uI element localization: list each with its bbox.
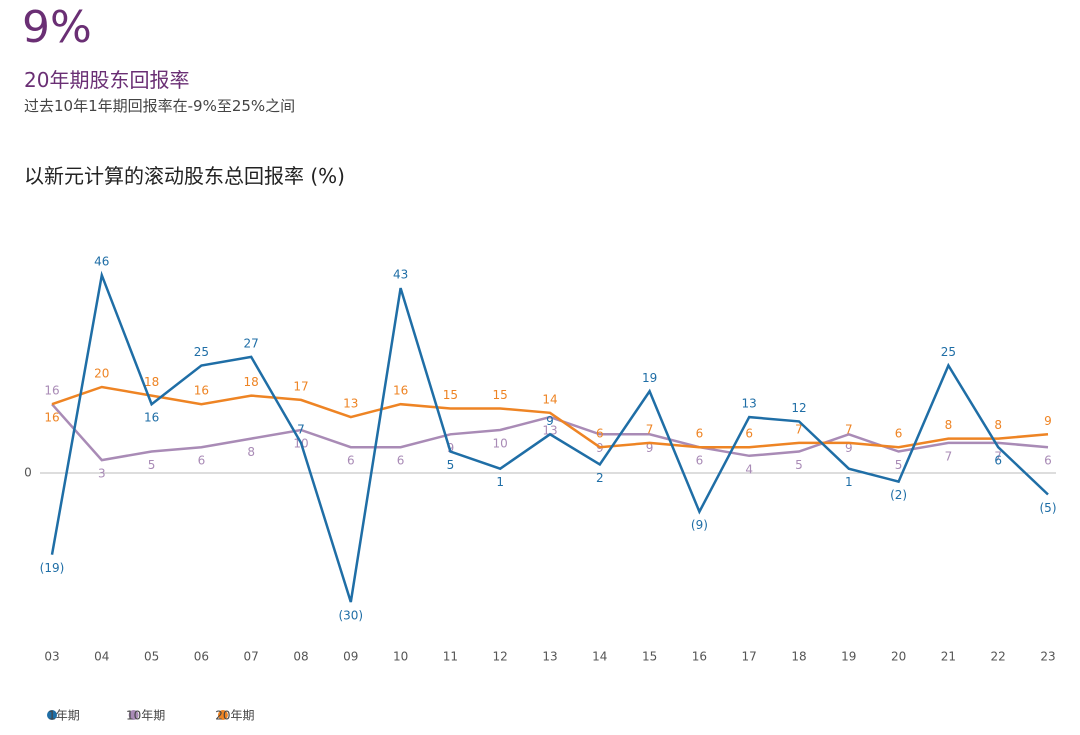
x-tick-label: 20 [891,650,906,664]
x-tick-label: 16 [692,650,707,664]
data-label: 7 [297,422,305,436]
data-label: 9 [546,414,554,428]
data-label: 10 [493,437,508,451]
legend-marker [217,710,228,720]
data-label: 20 [94,367,109,381]
data-label: 5 [795,458,803,472]
series-line [50,270,1049,603]
data-label: 6 [397,454,405,468]
data-label: 16 [144,411,159,425]
data-label: 15 [493,388,508,402]
data-label: 9 [1044,414,1052,428]
data-label: 6 [745,427,753,441]
data-label: (2) [890,488,907,502]
data-label: 9 [646,441,654,455]
x-tick-label: 22 [991,650,1006,664]
data-label: 2 [596,471,604,485]
data-label: 6 [696,427,704,441]
x-tick-label: 06 [194,650,209,664]
data-label: 6 [696,454,704,468]
data-label: 15 [443,388,458,402]
x-tick-label: 19 [841,650,856,664]
note: 过去10年1年期回报率在-9%至25%之间 [24,97,296,115]
data-label: 6 [895,427,903,441]
data-label: 13 [742,397,757,411]
data-label: 13 [343,397,358,411]
data-label: 6 [596,427,604,441]
data-label: 17 [293,379,308,393]
x-tick-label: 08 [293,650,308,664]
data-label: 25 [941,345,956,359]
x-tick-label: 09 [343,650,358,664]
data-label: 8 [945,418,953,432]
data-label: 27 [244,336,259,350]
data-label: 1 [845,475,853,489]
data-label: 18 [244,375,259,389]
x-tick-label: 12 [493,650,508,664]
data-label: 6 [994,454,1002,468]
data-label: 16 [44,384,59,398]
data-label: 6 [347,454,355,468]
data-label: 13 [542,424,557,438]
data-label: (19) [40,561,65,575]
x-tick-label: 07 [244,650,259,664]
data-label: 16 [44,411,59,425]
x-tick-label: 18 [791,650,806,664]
x-tick-label: 05 [144,650,159,664]
data-label: 18 [144,375,159,389]
x-tick-label: 15 [642,650,657,664]
data-label: 4 [745,462,753,476]
x-tick-label: 11 [443,650,458,664]
data-label: 7 [795,422,803,436]
x-tick-label: 13 [542,650,557,664]
data-label: 12 [791,401,806,415]
data-label: 19 [642,371,657,385]
data-label: 9 [845,441,853,455]
legend-label: 10年期 [126,709,165,723]
x-tick-label: 21 [941,650,956,664]
data-label: 5 [148,458,156,472]
legend-label: 20年期 [215,709,254,723]
data-label: 8 [247,445,255,459]
data-label: (5) [1040,501,1057,515]
x-tick-label: 17 [742,650,757,664]
x-tick-label: 03 [44,650,59,664]
data-label: 7 [646,422,654,436]
data-label: 14 [542,392,557,406]
data-label: 7 [845,422,853,436]
data-label: 1 [496,475,504,489]
data-label: 16 [194,384,209,398]
data-label: 7 [945,449,953,463]
x-tick-label: 10 [393,650,408,664]
x-tick-label: 14 [592,650,607,664]
legend-marker [128,710,139,720]
x-tick-label: 23 [1040,650,1055,664]
data-label: 6 [198,454,206,468]
data-label: 46 [94,255,109,269]
x-tick-label: 04 [94,650,109,664]
data-label: (30) [338,609,363,623]
legend-label: 1年期 [48,709,80,723]
headline-value: 9% [22,2,92,53]
data-label: 16 [393,384,408,398]
data-label: 25 [194,345,209,359]
y-tick-label: 0 [24,466,32,480]
data-label: 43 [393,268,408,282]
data-label: (9) [691,518,708,532]
data-label: 7 [994,449,1002,463]
subtitle: 20年期股东回报率 [24,68,190,92]
data-label: 5 [447,458,455,472]
data-label: 5 [895,458,903,472]
data-label: 3 [98,467,106,481]
legend-marker [47,710,57,720]
chart-title: 以新元计算的滚动股东总回报率 (%) [24,164,345,188]
data-label: 8 [994,418,1002,432]
data-label: 6 [1044,454,1052,468]
series-line [51,385,1049,449]
